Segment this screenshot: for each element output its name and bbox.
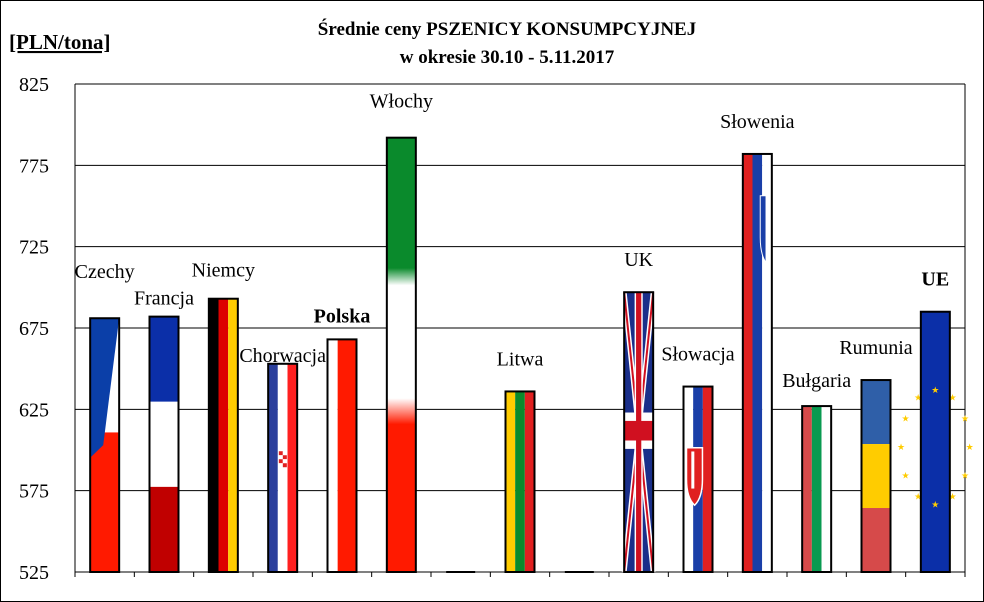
bar-Włochy — [385, 136, 417, 573]
y-tick-label: 525 — [19, 562, 49, 584]
bar-label: Niemcy — [192, 260, 255, 282]
bar-Niemcy — [207, 297, 239, 573]
bar-Litwa — [504, 390, 536, 573]
bar-label: Czechy — [75, 261, 135, 283]
bar-Chorwacja — [267, 362, 299, 573]
svg-text:★: ★ — [914, 393, 922, 403]
y-tick-label: 825 — [19, 74, 49, 96]
bar-label: UE — [921, 269, 949, 291]
svg-text:★: ★ — [902, 414, 910, 424]
y-tick-label: 775 — [19, 155, 49, 177]
bar-label: Francja — [134, 288, 194, 310]
bar-UE: ★ ★ ★ ★ ★ ★ ★ ★ ★ ★ ★ ★ — [897, 310, 974, 573]
bar-label: Bułgaria — [782, 370, 851, 392]
bar-Francja — [148, 315, 180, 574]
y-tick-label: 675 — [19, 318, 49, 340]
bar-UK — [621, 291, 656, 573]
svg-text:★: ★ — [948, 493, 956, 503]
y-axis-label: [PLN/tona] — [9, 30, 111, 54]
y-tick-label: 575 — [19, 481, 49, 503]
svg-text:★: ★ — [897, 443, 905, 453]
svg-text:★: ★ — [961, 472, 969, 482]
bar-Bułgaria — [801, 405, 833, 573]
svg-text:★: ★ — [948, 393, 956, 403]
bar-Polska — [326, 338, 358, 573]
bar-Rumunia — [860, 379, 892, 574]
bar-Słowacja — [682, 385, 714, 573]
bar-label: Słowacja — [661, 344, 734, 366]
bar-Czechy — [89, 317, 121, 573]
svg-text:★: ★ — [931, 500, 939, 510]
bar-label: Włochy — [370, 91, 433, 113]
bar-label: Litwa — [497, 348, 544, 370]
bar-label: Słowenia — [720, 111, 795, 133]
svg-text:★: ★ — [931, 386, 939, 396]
bar-Słowenia — [741, 152, 773, 574]
chart-subtitle: w okresie 30.10 - 5.11.2017 — [400, 47, 615, 68]
y-tick-label: 625 — [19, 399, 49, 421]
svg-text:★: ★ — [966, 443, 974, 453]
bar-label: Rumunia — [839, 337, 912, 359]
bar-label: UK — [624, 249, 653, 271]
svg-text:★: ★ — [902, 472, 910, 482]
bar-label: Chorwacja — [239, 345, 326, 367]
y-tick-label: 725 — [19, 237, 49, 259]
svg-text:★: ★ — [961, 414, 969, 424]
svg-text:★: ★ — [914, 493, 922, 503]
chart-title: Średnie ceny PSZENICY KONSUMPCYJNEJ — [318, 18, 696, 40]
bar-label: Polska — [314, 305, 371, 327]
